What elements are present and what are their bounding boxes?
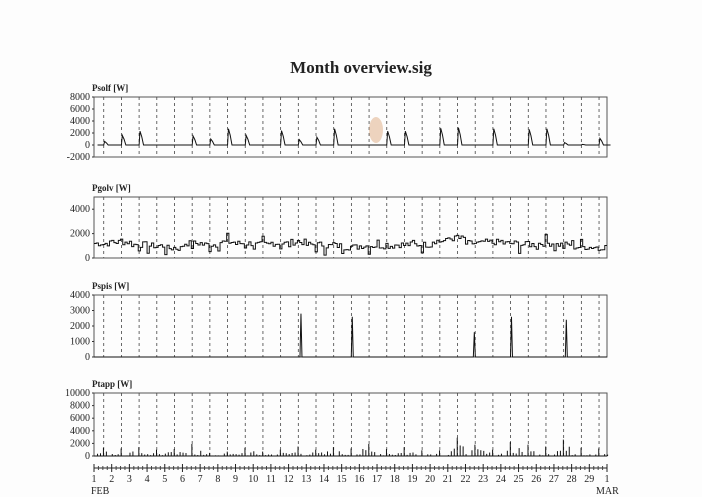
x-end-month: MAR bbox=[596, 486, 619, 497]
plot-frame bbox=[93, 196, 608, 259]
y-axis-label: Psolf [W] bbox=[92, 83, 128, 93]
x-tick-label: 7 bbox=[198, 474, 203, 485]
x-tick-label: 13 bbox=[301, 474, 311, 485]
stain bbox=[369, 117, 383, 143]
x-tick-label: 26 bbox=[531, 474, 541, 485]
plot-frame bbox=[93, 294, 608, 358]
x-tick-label: 11 bbox=[266, 474, 276, 485]
chart-3: Pspis [W]4000 3000 2000 1000 0 bbox=[70, 281, 608, 363]
x-tick-label: 17 bbox=[372, 474, 382, 485]
x-tick-label: 10 bbox=[248, 474, 258, 485]
y-tick-label: 0 bbox=[85, 253, 90, 264]
x-tick-label: 24 bbox=[496, 474, 506, 485]
y-axis-label: Ptapp [W] bbox=[92, 379, 132, 389]
y-tick-label: 8000 bbox=[70, 401, 90, 412]
x-axis: 1 2 3 4 5 6 7 8 9 10 11 12 13 14 15 16 17 18 19 20 21 22 23 24 2… bbox=[91, 464, 619, 497]
y-tick-label: 4000 bbox=[70, 116, 90, 127]
x-tick-label: 1 bbox=[92, 474, 97, 485]
chart-2: Pgolv [W] 4000 2000 0 bbox=[70, 183, 608, 264]
x-tick-label: 29 bbox=[584, 474, 594, 485]
x-start-month: FEB bbox=[91, 486, 110, 497]
y-tick-label: 8000 bbox=[70, 92, 90, 103]
x-tick-label: 19 bbox=[407, 474, 417, 485]
x-tick-label: 6 bbox=[180, 474, 185, 485]
plot-frame bbox=[93, 392, 608, 457]
x-tick-label: 1 bbox=[605, 474, 610, 485]
x-tick-label: 20 bbox=[425, 474, 435, 485]
x-tick-label: 21 bbox=[443, 474, 453, 485]
x-tick-label: 16 bbox=[354, 474, 364, 485]
y-tick-label: 1000 bbox=[70, 337, 90, 348]
plot-frame bbox=[93, 96, 608, 158]
y-tick-label: 0 bbox=[85, 352, 90, 363]
y-tick-label: 10000 bbox=[65, 388, 90, 399]
x-tick-label: 2 bbox=[109, 474, 114, 485]
x-tick-label: 27 bbox=[549, 474, 559, 485]
x-tick-label: 4 bbox=[145, 474, 150, 485]
y-tick-label: 2000 bbox=[70, 229, 90, 240]
y-tick-label: -2000 bbox=[67, 152, 90, 163]
y-tick-label: 2000 bbox=[70, 438, 90, 449]
y-axis-label: Pspis [W] bbox=[92, 281, 129, 291]
y-tick-label: 6000 bbox=[70, 413, 90, 424]
x-tick-label: 25 bbox=[514, 474, 524, 485]
x-tick-label: 15 bbox=[337, 474, 347, 485]
x-tick-label: 8 bbox=[215, 474, 220, 485]
series-line bbox=[94, 313, 607, 358]
y-tick-label: 4000 bbox=[70, 290, 90, 301]
x-tick-label: 18 bbox=[390, 474, 400, 485]
x-tick-label: 14 bbox=[319, 474, 329, 485]
x-tick-label: 9 bbox=[233, 474, 238, 485]
y-tick-label: 4000 bbox=[70, 426, 90, 437]
y-tick-label: 3000 bbox=[70, 306, 90, 317]
x-tick-label: 22 bbox=[460, 474, 470, 485]
x-tick-label: 3 bbox=[127, 474, 132, 485]
x-tick-label: 23 bbox=[478, 474, 488, 485]
y-tick-label: 4000 bbox=[70, 204, 90, 215]
y-tick-label: 0 bbox=[85, 451, 90, 462]
y-tick-label: 2000 bbox=[70, 321, 90, 332]
x-tick-label: 12 bbox=[284, 474, 294, 485]
series-line bbox=[94, 232, 607, 256]
y-tick-label: 6000 bbox=[70, 104, 90, 115]
x-tick-label: 5 bbox=[162, 474, 167, 485]
series-line bbox=[97, 127, 611, 146]
x-tick-label: 28 bbox=[567, 474, 577, 485]
y-tick-label: 0 bbox=[85, 140, 90, 151]
y-tick-label: 2000 bbox=[70, 128, 90, 139]
y-axis-label: Pgolv [W] bbox=[92, 183, 131, 193]
page-title: Month overview.sig bbox=[290, 58, 432, 77]
